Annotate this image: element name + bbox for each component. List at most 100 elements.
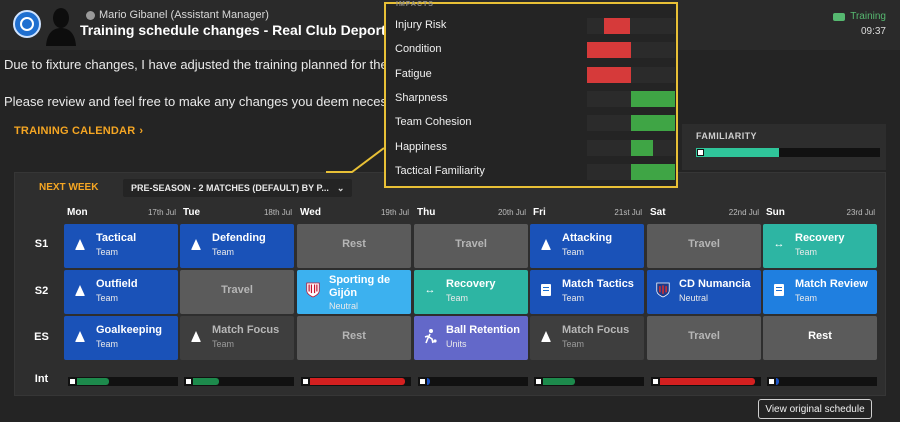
session-cell-s2-sun[interactable]: Match Review Team <box>763 270 877 314</box>
session-subtitle: Team <box>96 293 119 303</box>
day-header-thu: Thu 20th Jul <box>414 205 530 221</box>
session-cell-es-sat[interactable]: Travel <box>647 316 761 360</box>
session-title: Match Review <box>795 278 868 290</box>
tag-icon <box>833 12 846 21</box>
impact-bar <box>631 90 675 107</box>
impact-track <box>587 90 675 107</box>
session-cell-es-tue[interactable]: Match Focus Team <box>180 316 294 360</box>
session-cell-es-sun[interactable]: Rest <box>763 316 877 360</box>
impact-bar <box>604 18 630 34</box>
day-header-sun: Sun 23rd Jul <box>763 205 879 221</box>
intensity-bar-sat <box>651 377 761 386</box>
intensity-bar-sun <box>767 377 877 386</box>
session-title: Goalkeeping <box>96 324 163 336</box>
club-crest-icon[interactable] <box>13 10 41 38</box>
row-label-s2: S2 <box>34 285 49 297</box>
session-title: CD Numancia <box>679 278 751 290</box>
view-original-schedule-button[interactable]: View original schedule <box>758 399 872 419</box>
impact-label: Happiness <box>395 140 447 153</box>
cone-icon <box>189 237 203 251</box>
session-cell-s1-sat[interactable]: Travel <box>647 224 761 268</box>
session-cell-es-thu[interactable]: Ball Retention Units <box>414 316 528 360</box>
training-calendar-label: TRAINING CALENDAR <box>14 125 136 137</box>
day-header-wed: Wed 19th Jul <box>297 205 413 221</box>
intensity-fill <box>660 378 755 385</box>
impact-track <box>587 163 675 180</box>
session-cell-es-wed[interactable]: Rest <box>297 316 411 360</box>
session-cell-s2-tue[interactable]: Travel <box>180 270 294 314</box>
intensity-fill <box>776 378 779 385</box>
impact-row-injury-risk: Injury Risk <box>395 16 675 36</box>
impact-label: Injury Risk <box>395 19 447 31</box>
impact-track <box>587 42 675 59</box>
session-cell-es-mon[interactable]: Goalkeeping Team <box>64 316 178 360</box>
impact-bar <box>587 42 631 59</box>
session-title: Rest <box>342 330 366 342</box>
session-cell-s2-thu[interactable]: ↔ Recovery Team <box>414 270 528 314</box>
impact-label: Fatigue <box>395 67 432 80</box>
session-title: Attacking <box>562 232 613 244</box>
cone-icon <box>539 329 553 343</box>
training-calendar-link[interactable]: TRAINING CALENDAR › <box>14 125 143 137</box>
day-header-fri: Fri 21st Jul <box>530 205 646 221</box>
intensity-marker <box>185 378 192 385</box>
session-title: Match Focus <box>562 324 630 336</box>
session-cell-s2-mon[interactable]: Outfield Team <box>64 270 178 314</box>
schedule-preset-dropdown[interactable]: PRE-SEASON - 2 MATCHES (DEFAULT) BY P...… <box>123 179 353 197</box>
impact-track <box>587 18 675 34</box>
match-document-icon <box>772 283 786 297</box>
session-title: Recovery <box>446 278 496 290</box>
session-cell-s2-fri[interactable]: Match Tactics Team <box>530 270 644 314</box>
day-date: 23rd Jul <box>846 208 875 217</box>
intensity-marker <box>69 378 76 385</box>
training-tag[interactable]: Training <box>833 11 886 22</box>
session-title: Travel <box>688 238 720 250</box>
avatar[interactable] <box>44 4 78 46</box>
session-title: Travel <box>455 238 487 250</box>
session-cell-s1-mon[interactable]: Tactical Team <box>64 224 178 268</box>
day-name: Sat <box>650 207 666 218</box>
cone-icon <box>189 329 203 343</box>
cone-icon <box>73 237 87 251</box>
session-title: Sporting de Gijón <box>329 274 391 299</box>
session-cell-s2-sat[interactable]: CD Numancia Neutral <box>647 270 761 314</box>
session-subtitle: Team <box>212 339 235 349</box>
session-title: Ball Retention <box>446 324 520 336</box>
session-subtitle: Team <box>212 247 235 257</box>
intensity-fill <box>543 378 575 385</box>
intensity-bar-mon <box>68 377 178 386</box>
familiarity-panel: FAMILIARITY <box>682 124 886 170</box>
intensity-marker <box>302 378 309 385</box>
session-title: Rest <box>808 330 832 342</box>
session-cell-s1-thu[interactable]: Travel <box>414 224 528 268</box>
cone-icon <box>73 329 87 343</box>
impact-row-tactical-familiarity: Tactical Familiarity <box>395 162 675 182</box>
impact-row-team-cohesion: Team Cohesion <box>395 113 675 133</box>
training-calendar-panel: NEXT WEEK PRE-SEASON - 2 MATCHES (DEFAUL… <box>14 172 886 396</box>
session-cell-s1-fri[interactable]: Attacking Team <box>530 224 644 268</box>
day-date: 19th Jul <box>380 208 409 217</box>
intensity-marker <box>768 378 775 385</box>
session-title: Match Focus <box>212 324 280 336</box>
schedule-preset-value: PRE-SEASON - 2 MATCHES (DEFAULT) BY P... <box>131 183 329 193</box>
day-date: 21st Jul <box>614 208 642 217</box>
impact-row-condition: Condition <box>395 40 675 60</box>
session-subtitle: Neutral <box>329 301 359 311</box>
ball-retention-icon <box>423 329 437 344</box>
session-cell-es-fri[interactable]: Match Focus Team <box>530 316 644 360</box>
session-cell-s2-wed[interactable]: Sporting de Gijón Neutral <box>297 270 411 314</box>
chevron-down-icon: ⌄ <box>336 182 345 193</box>
intensity-fill <box>77 378 109 385</box>
session-subtitle: Team <box>96 339 119 349</box>
recovery-arrows-icon: ↔ <box>424 284 436 296</box>
session-title: Travel <box>221 284 253 296</box>
cone-icon <box>73 283 87 297</box>
intensity-fill <box>427 378 430 385</box>
session-title: Recovery <box>795 232 845 244</box>
impact-bar <box>631 163 675 180</box>
session-cell-s1-tue[interactable]: Defending Team <box>180 224 294 268</box>
session-cell-s1-wed[interactable]: Rest <box>297 224 411 268</box>
impacts-popup: IMPACTS Injury Risk Condition Fatigue Sharp… <box>384 1 678 188</box>
session-cell-s1-sun[interactable]: ↔ Recovery Team <box>763 224 877 268</box>
session-subtitle: Team <box>562 339 585 349</box>
